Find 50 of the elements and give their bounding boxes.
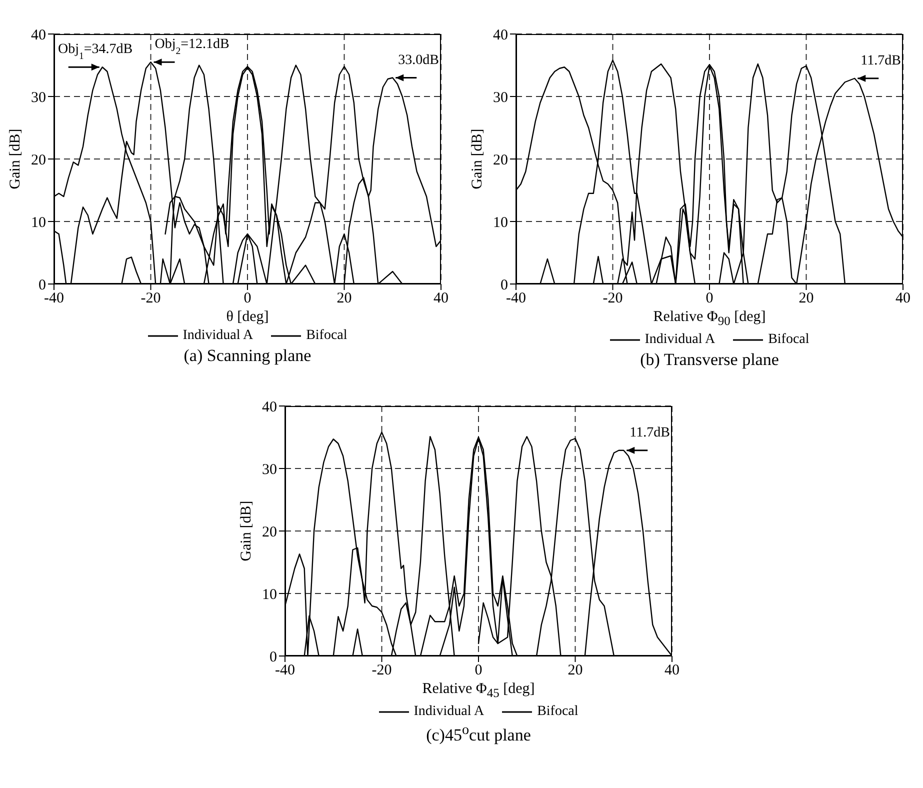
x-tick-label: 40: [896, 290, 910, 307]
x-tick-label: 20: [336, 290, 352, 307]
text: (a) Scanning plane: [182, 346, 312, 366]
legend-label: Individual A: [182, 328, 254, 344]
legend-label: Bifocal: [306, 328, 348, 344]
x-tick-label: -40: [44, 290, 64, 307]
y-tick-label: 30: [31, 90, 46, 106]
y-tick-label: 30: [262, 462, 277, 478]
annotation: 33.0dB: [398, 52, 439, 68]
x-tick-label: 40: [664, 662, 680, 679]
x-tick-label: -20: [372, 662, 392, 679]
legend-label: Bifocal: [537, 704, 578, 720]
x-tick-label: -20: [602, 290, 623, 307]
x-tick-label: 20: [798, 290, 814, 307]
x-tick-label: -40: [506, 290, 526, 307]
annotation: 11.7dB: [630, 425, 670, 440]
annotation: Obj$_{1}$=34.7dB: [58, 42, 133, 62]
x-tick-label: 0: [244, 290, 252, 307]
x-tick-label: 0: [474, 662, 482, 679]
legend-label: Individual A: [414, 704, 484, 720]
y-axis-title: Gain [dB]: [470, 128, 486, 190]
y-tick-label: 10: [493, 214, 508, 231]
x-axis-title: Relative Φ$_{45}$ [deg]: [421, 680, 536, 702]
legend-label: Bifocal: [768, 332, 810, 348]
y-tick-label: 40: [262, 399, 277, 416]
y-axis-title: Gain [dB]: [8, 128, 24, 190]
y-tick-label: 0: [270, 649, 277, 666]
legend-label: Individual A: [644, 332, 716, 348]
y-tick-label: 20: [493, 152, 508, 168]
x-tick-label: 40: [434, 290, 448, 307]
x-axis-title: Relative Φ$_{90}$ [deg]: [652, 308, 767, 330]
y-axis-title: Gain [dB]: [238, 500, 256, 562]
y-tick-label: 30: [493, 90, 508, 106]
text: (b) Transverse plane: [639, 350, 780, 370]
annotation: Obj$_{2}$=12.1dB: [154, 37, 230, 57]
x-tick-label: -40: [275, 662, 295, 679]
y-tick-label: 40: [493, 27, 508, 44]
x-tick-label: 0: [706, 290, 714, 307]
annotation: 11.7dB: [860, 53, 901, 68]
y-tick-label: 40: [31, 27, 46, 44]
y-tick-label: 0: [500, 277, 508, 294]
y-tick-label: 20: [31, 152, 46, 168]
text: (c)45$^{o}$cut plane: [425, 722, 532, 746]
x-tick-label: 20: [568, 662, 583, 679]
x-tick-label: -20: [140, 290, 161, 307]
y-tick-label: 20: [262, 524, 277, 540]
x-axis-title: θ [deg]: [225, 308, 270, 326]
y-tick-label: 10: [31, 214, 46, 231]
y-tick-label: 10: [262, 586, 277, 603]
y-tick-label: 0: [38, 277, 46, 294]
